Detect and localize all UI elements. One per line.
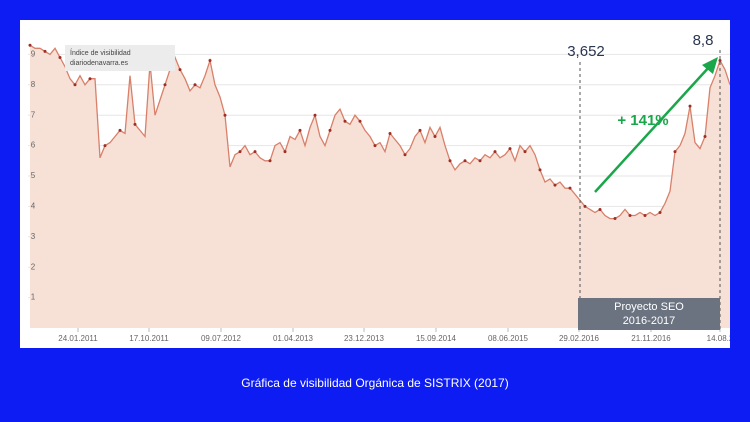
point [58, 55, 62, 59]
point [388, 131, 392, 135]
y-tick-label: 1 [31, 293, 36, 302]
point [628, 214, 632, 218]
point [103, 144, 107, 148]
point [28, 43, 32, 47]
point [133, 122, 137, 126]
y-tick-label: 8 [31, 80, 36, 89]
x-tick-label: 29.02.2016 [559, 334, 600, 343]
point [43, 49, 47, 53]
point [343, 119, 347, 123]
point [673, 150, 677, 154]
arrow [594, 65, 711, 193]
point [568, 186, 572, 190]
point [478, 159, 482, 163]
y-tick-label: 4 [31, 202, 36, 211]
y-tick-label: 5 [31, 171, 36, 180]
x-tick-label: 23.12.2013 [344, 334, 385, 343]
period-text: 2016-2017 [623, 315, 676, 327]
point [643, 214, 647, 218]
x-tick-label: 14.08.2 [707, 334, 734, 343]
point [298, 128, 302, 132]
line [29, 44, 730, 220]
x-tick-label: 01.04.2013 [273, 334, 314, 343]
point [73, 83, 77, 87]
point [253, 150, 257, 154]
legend-text: Índice de visibilidad [70, 48, 131, 57]
point [613, 217, 617, 221]
point [688, 104, 692, 108]
x-tick-label: 24.01.2011 [58, 334, 98, 343]
period-text: Proyecto SEO [614, 301, 684, 313]
annotation: 8,8 [693, 32, 714, 49]
point [118, 128, 122, 132]
point [403, 153, 407, 157]
arrow-head [702, 57, 718, 74]
point [463, 159, 467, 163]
point [358, 119, 362, 123]
annotation: 3,652 [567, 43, 605, 60]
point [523, 150, 527, 154]
x-tick-label: 09.07.2012 [201, 334, 242, 343]
point [208, 58, 212, 62]
point [373, 144, 377, 148]
point [163, 83, 167, 87]
x-tick-label: 17.10.2011 [129, 334, 169, 343]
y-tick-label: 6 [31, 141, 36, 150]
point [328, 128, 332, 132]
point [718, 58, 722, 62]
x-tick-label: 08.06.2015 [488, 334, 529, 343]
point [88, 77, 92, 81]
x-tick-label: 15.09.2014 [416, 334, 457, 343]
period-box [578, 298, 720, 330]
point [508, 147, 512, 151]
caption: Gráfica de visibilidad Orgánica de SISTR… [241, 376, 508, 390]
y-tick-label: 2 [31, 262, 36, 271]
legend-text: diariodenavarra.es [70, 60, 128, 67]
y-tick-label: 3 [31, 232, 36, 241]
point [418, 128, 422, 132]
point [703, 134, 707, 138]
point [433, 134, 437, 138]
point [238, 150, 242, 154]
point [448, 159, 452, 163]
y-tick-label: 7 [31, 110, 36, 119]
point [283, 150, 287, 154]
point [658, 210, 662, 214]
y-tick-label: 9 [31, 50, 36, 59]
x-tick-label: 21.11.2016 [631, 334, 671, 343]
point [223, 113, 227, 117]
area [30, 45, 730, 329]
point [493, 150, 497, 154]
point [598, 207, 602, 211]
point [553, 183, 557, 187]
point [313, 113, 317, 117]
point [193, 83, 197, 87]
point [178, 68, 182, 72]
point [583, 204, 587, 208]
point [538, 168, 542, 172]
point [268, 159, 272, 163]
legend-box [65, 45, 175, 71]
